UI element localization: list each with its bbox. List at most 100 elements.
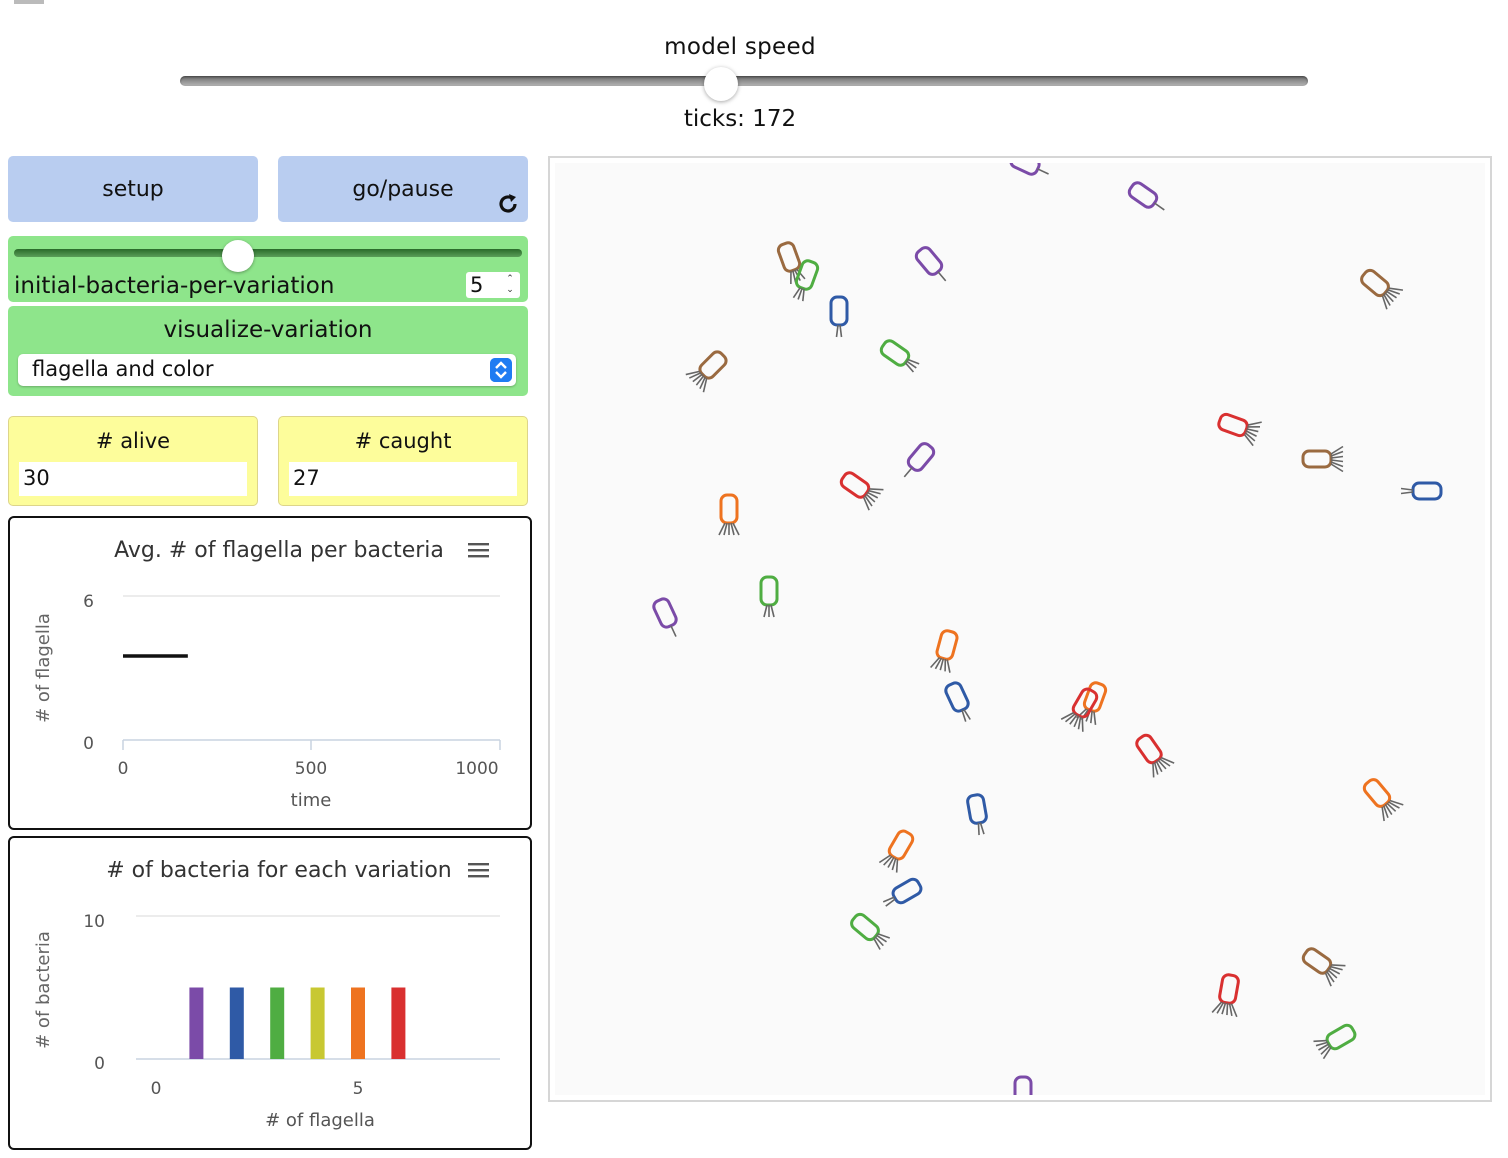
caught-value-box: 27: [289, 462, 517, 496]
initial-bacteria-value-field[interactable]: 5 ⌃ ⌄: [466, 272, 520, 298]
flagellum: [1152, 763, 1155, 778]
bacterium-body: [839, 471, 871, 499]
bacterium: [1135, 733, 1175, 778]
bacterium: [776, 241, 806, 285]
setup-button[interactable]: setup: [8, 156, 258, 222]
flagellum: [1243, 433, 1254, 447]
flagellum: [1382, 805, 1389, 819]
flagellum: [1318, 1043, 1330, 1051]
flagellum: [1384, 292, 1394, 303]
plot-title: Avg. # of flagella per bacteria: [114, 538, 444, 563]
flagellum: [730, 522, 735, 536]
flagellum: [1383, 293, 1391, 306]
flagellum: [732, 522, 740, 536]
flagellum: [891, 857, 897, 871]
flagellum: [1226, 1002, 1229, 1016]
flagellum: [864, 495, 873, 507]
y-tick-label: 10: [83, 912, 105, 932]
flagellum: [1313, 1039, 1327, 1043]
flagellum: [887, 856, 895, 868]
flagellum: [877, 932, 891, 939]
flagellum: [1400, 487, 1414, 491]
flagellum: [1230, 1003, 1238, 1018]
flagellum: [1384, 803, 1393, 815]
hamburger-menu-icon[interactable]: [468, 863, 489, 878]
flagellum: [883, 855, 893, 866]
bacterium-body: [759, 575, 779, 607]
bacterium: [879, 339, 920, 373]
flagellum: [869, 488, 884, 491]
caught-label: # caught: [354, 429, 452, 453]
flagellum: [867, 489, 881, 495]
flagellum: [977, 822, 980, 836]
flagellum: [874, 936, 884, 947]
bacterium-body: [1360, 268, 1390, 298]
flagellum: [1154, 202, 1165, 211]
avg-flagella-chart: Avg. # of flagella per bacteria # of fla…: [33, 538, 501, 811]
bacterium: [944, 681, 971, 722]
bacterium: [1217, 412, 1262, 447]
visualize-variation-select[interactable]: flagella and color: [18, 354, 516, 386]
x-axis-label: # of flagella: [265, 1110, 375, 1131]
flagellum: [1387, 288, 1401, 295]
flagellum: [1090, 710, 1093, 724]
flagellum: [1386, 802, 1397, 812]
go-pause-label: go/pause: [352, 176, 454, 202]
plot-title: # of bacteria for each variation: [106, 858, 452, 883]
initial-bacteria-slider-track[interactable]: [14, 249, 522, 257]
histogram-bar: [229, 987, 244, 1059]
bar-group: [189, 987, 406, 1059]
flagellum: [903, 467, 913, 478]
bacterium: [718, 493, 740, 536]
bacterium-body: [794, 259, 820, 291]
bacterium: [1211, 973, 1240, 1018]
flagellum: [862, 496, 870, 511]
model-speed-slider[interactable]: [180, 76, 1308, 86]
flagellum: [939, 658, 945, 671]
bacterium-body: [935, 629, 959, 661]
flagellum: [1331, 964, 1346, 967]
bacterium-body: [1135, 733, 1163, 765]
bacterium-body: [966, 793, 988, 825]
flagellum: [1246, 428, 1259, 433]
world-view[interactable]: [548, 150, 1492, 1117]
flagellum: [944, 659, 947, 672]
flagellum: [702, 378, 708, 393]
flagellum: [866, 491, 879, 499]
stepper-icon[interactable]: ⌃ ⌄: [506, 274, 514, 295]
flagellum: [1077, 716, 1082, 730]
flagellum: [1315, 1041, 1329, 1047]
flagellum: [723, 522, 728, 536]
flagellum: [865, 493, 876, 503]
flagellum: [1093, 711, 1097, 725]
bacterium: [903, 442, 936, 478]
bacteria-field: [652, 150, 1443, 1117]
hamburger-menu-icon[interactable]: [468, 543, 489, 558]
flagellum: [1216, 1001, 1225, 1014]
initial-bacteria-slider-widget: initial-bacteria-per-variation 5 ⌃ ⌄: [8, 236, 528, 302]
forever-icon: [499, 194, 517, 213]
y-tick-label: 0: [83, 734, 94, 754]
x-tick-label: 0: [151, 1079, 162, 1099]
flagellum: [1329, 965, 1343, 971]
flagellum: [835, 324, 839, 338]
world-canvas[interactable]: [555, 150, 1485, 1117]
model-speed-thumb[interactable]: [704, 67, 739, 101]
flagellum: [1245, 430, 1257, 437]
bacterium-body: [850, 912, 880, 942]
bacterium: [1360, 268, 1404, 310]
flagellum: [1330, 463, 1344, 473]
flagellum: [670, 625, 677, 637]
flagellum: [1159, 758, 1171, 767]
flagellum: [1324, 972, 1332, 987]
bacterium-body: [887, 829, 915, 861]
flagellum: [1330, 455, 1344, 459]
initial-bacteria-slider-thumb[interactable]: [221, 240, 254, 272]
bacterium: [966, 793, 988, 836]
flagellum: [885, 898, 896, 907]
alive-value-box: 30: [19, 462, 247, 496]
flagellum: [1400, 491, 1414, 495]
go-pause-button[interactable]: go/pause: [278, 156, 528, 222]
menu-handle: [14, 0, 44, 4]
histogram-bar: [310, 987, 325, 1059]
